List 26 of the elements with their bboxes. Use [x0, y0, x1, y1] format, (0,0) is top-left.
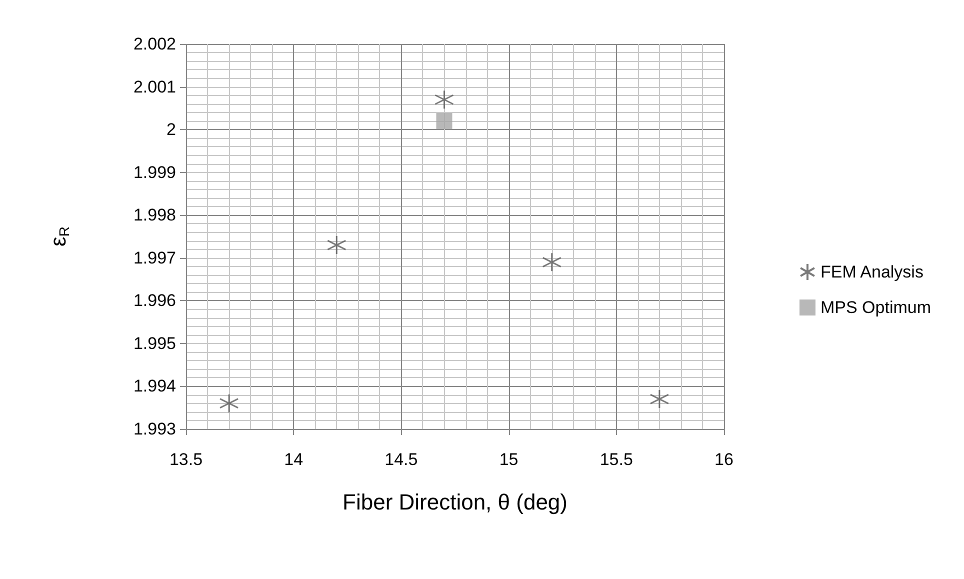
legend-label: MPS Optimum [820, 298, 932, 317]
point [434, 90, 454, 110]
y-axis-title: εR [46, 226, 72, 246]
y-tick-label: 2.002 [133, 34, 176, 54]
y-tick-label: 1.999 [133, 162, 176, 182]
x-tick-label: 15 [499, 450, 518, 469]
point [436, 113, 452, 129]
x-tick-label: 13.5 [169, 450, 203, 469]
y-tick-label: 2 [166, 120, 176, 140]
y-tick-label: 2.001 [133, 77, 176, 96]
x-tick-label: 16 [714, 450, 734, 469]
x-tick-label: 14.5 [384, 450, 418, 469]
point [650, 389, 670, 409]
legend-label: FEM Analysis [820, 262, 924, 282]
x-tick-label: 15.5 [600, 450, 633, 469]
point [219, 394, 239, 414]
point [542, 252, 562, 272]
x-axis-title: Fiber Direction, θ (deg) [342, 490, 568, 514]
y-tick-label: 1.998 [133, 206, 176, 225]
y-tick-label: 1.995 [133, 334, 176, 353]
x-tick-label: 14 [284, 450, 304, 469]
y-tick-label: 1.993 [133, 420, 176, 438]
point [326, 235, 346, 255]
y-tick-label: 1.994 [133, 376, 176, 396]
y-tick-label: 1.997 [133, 248, 176, 268]
y-tick-label: 1.996 [133, 291, 176, 310]
